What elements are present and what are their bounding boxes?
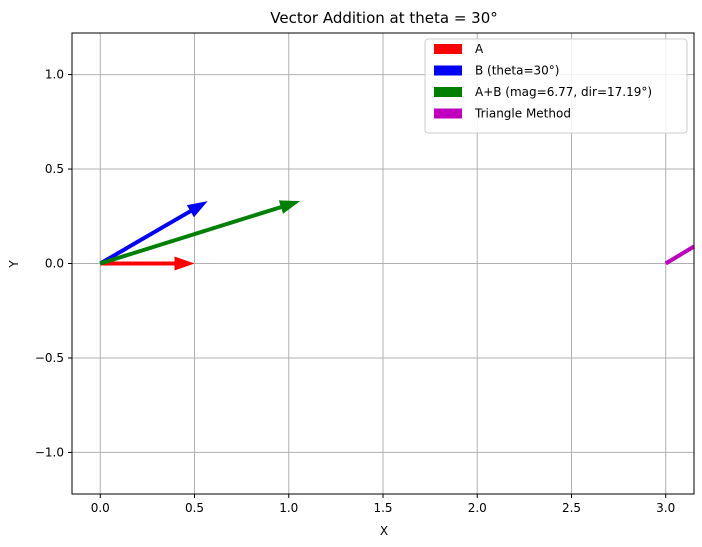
x-tick-label-2: 1.0 bbox=[279, 501, 298, 515]
x-tick-label-0: 0.0 bbox=[91, 501, 110, 515]
legend-swatch-1 bbox=[434, 65, 462, 76]
x-axis-label: X bbox=[380, 524, 388, 538]
legend-label-2: A+B (mag=6.77, dir=17.19°) bbox=[475, 85, 652, 99]
y-tick-label-0: −1.0 bbox=[35, 445, 64, 459]
y-tick-label-2: 0.0 bbox=[45, 257, 64, 271]
x-tick-label-1: 0.5 bbox=[185, 501, 204, 515]
y-axis-label: Y bbox=[7, 260, 21, 269]
legend-box bbox=[424, 38, 688, 134]
x-tick-label-4: 2.0 bbox=[468, 501, 487, 515]
legend-label-0: A bbox=[475, 42, 484, 56]
legend-swatch-0 bbox=[434, 44, 462, 54]
axis-ticks: 0.0 0.5 1.0 1.5 2.0 2.5 3.0 −1.0 −0.5 0.0 0.5 1.0 bbox=[35, 68, 675, 515]
chart-title: Vector Addition at theta = 30° bbox=[270, 9, 498, 27]
legend: A B (theta=30°) A+B (mag=6.77, dir=17.19°)… bbox=[424, 38, 688, 134]
vector-2-arrow bbox=[99, 200, 301, 266]
x-tick-label-3: 1.5 bbox=[373, 501, 392, 515]
legend-swatch-3 bbox=[434, 108, 462, 119]
vector-3-segment bbox=[664, 244, 696, 266]
legend-label-3: Triangle Method bbox=[474, 107, 571, 121]
y-tick-label-3: 0.5 bbox=[45, 162, 64, 176]
vector-1-arrow bbox=[99, 201, 208, 266]
y-tick-label-4: 1.0 bbox=[45, 68, 64, 82]
vector-0-arrow bbox=[100, 256, 195, 271]
x-tick-label-6: 3.0 bbox=[656, 501, 675, 515]
x-tick-label-5: 2.5 bbox=[562, 501, 581, 515]
y-tick-label-1: −0.5 bbox=[35, 351, 64, 365]
legend-label-1: B (theta=30°) bbox=[475, 64, 560, 78]
vector-series bbox=[99, 200, 696, 271]
legend-swatch-2 bbox=[434, 87, 462, 97]
